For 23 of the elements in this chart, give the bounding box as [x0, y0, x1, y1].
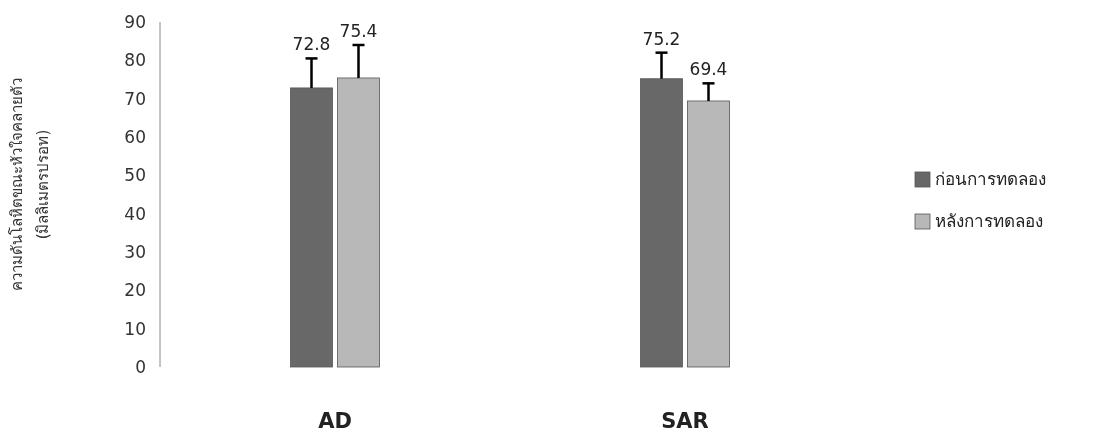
y-tick-label: 0	[135, 357, 146, 377]
x-tick-label: AD	[318, 409, 352, 433]
legend-label: หลังการทดลอง	[935, 211, 1043, 231]
bar	[337, 77, 380, 368]
y-tick-label: 90	[124, 12, 146, 32]
y-tick-label: 40	[124, 203, 146, 224]
y-tick-label: 30	[124, 242, 146, 262]
data-label: 75.2	[642, 28, 681, 49]
y-tick-label: 50	[124, 165, 146, 186]
data-label: 72.8	[292, 34, 331, 55]
y-tick-label: 60	[124, 127, 146, 147]
bar	[290, 87, 333, 368]
y-tick-label: 80	[124, 50, 146, 71]
data-label: 69.4	[689, 59, 728, 80]
y-tick-label: 70	[124, 88, 146, 109]
legend-label: ก่อนการทดลอง	[935, 169, 1046, 189]
x-tick-label: SAR	[661, 409, 709, 433]
data-label: 75.4	[339, 21, 378, 41]
bar	[640, 78, 683, 368]
y-axis-title: ความดันโลหิตขณะหัวใจคลายตัว (มิลลิเมตรปรอท)	[8, 78, 52, 291]
bar	[687, 100, 730, 368]
y-tick-label: 20	[124, 280, 146, 301]
y-tick-label: 10	[124, 318, 146, 339]
